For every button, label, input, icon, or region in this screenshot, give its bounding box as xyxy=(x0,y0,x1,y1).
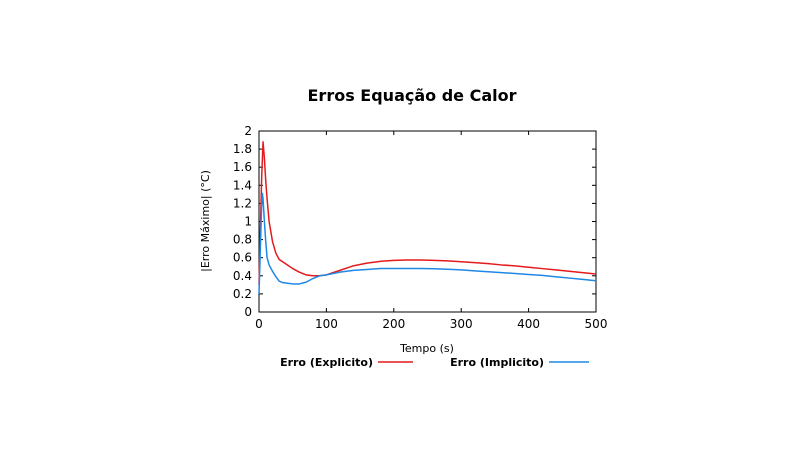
x-axis-label: Tempo (s) xyxy=(399,342,454,355)
plot-frame xyxy=(258,130,597,313)
y-tick-label: 0.8 xyxy=(233,233,252,247)
y-tick-label: 0.2 xyxy=(233,287,252,301)
y-tick-label: 1.4 xyxy=(233,178,252,192)
series-line-explicito xyxy=(258,141,597,285)
series-line-implicito xyxy=(258,192,597,294)
x-tick-label: 300 xyxy=(450,317,473,331)
legend-label: Erro (Implicito) xyxy=(450,356,544,369)
x-tick-label: 100 xyxy=(315,317,338,331)
y-tick-label: 1.8 xyxy=(233,142,252,156)
x-tick-label: 500 xyxy=(585,317,608,331)
y-tick-label: 2 xyxy=(244,124,252,138)
y-tick-label: 1.6 xyxy=(233,160,252,174)
x-tick-label: 200 xyxy=(382,317,405,331)
legend: Erro (Explicito) Erro (Implicito) xyxy=(280,356,589,369)
y-tick-label: 1.2 xyxy=(233,196,252,210)
y-tick-label: 0.6 xyxy=(233,251,252,265)
y-tick-label: 0 xyxy=(244,305,252,319)
y-tick-label: 0.4 xyxy=(233,269,252,283)
x-tick-label: 0 xyxy=(255,317,263,331)
chart-title: Erros Equação de Calor xyxy=(308,86,517,105)
x-tick-label: 400 xyxy=(517,317,540,331)
y-tick-label: 1 xyxy=(244,215,252,229)
y-axis-label: |Erro Máximo| (°C) xyxy=(199,170,212,272)
plot-area: 0 0.2 0.4 0.6 0.8 1 1.2 1.4 1.6 1.8 2 0 100 200 300 400… xyxy=(233,124,608,331)
legend-label: Erro (Explicito) xyxy=(280,356,373,369)
